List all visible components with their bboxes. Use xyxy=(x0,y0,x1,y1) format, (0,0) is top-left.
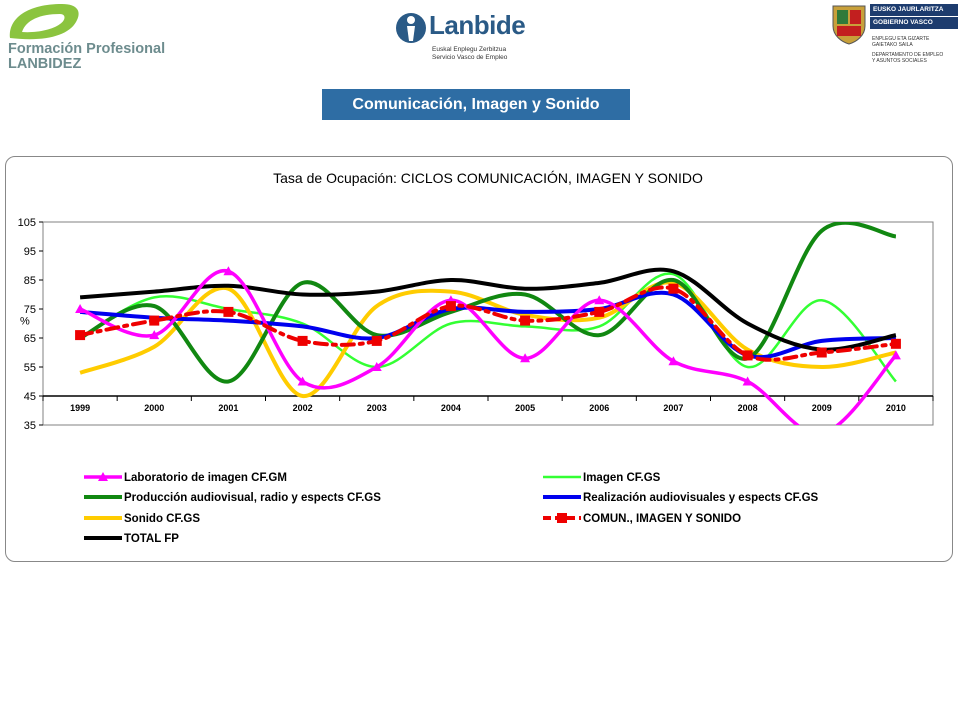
legend-label: Sonido CF.GS xyxy=(124,513,200,525)
series-0-line xyxy=(79,269,898,425)
fp-logo-line1: Formación Profesional xyxy=(8,41,166,57)
section-title-banner: Comunicación, Imagen y Sonido xyxy=(322,89,630,120)
x-tick-label: 2010 xyxy=(886,403,906,413)
series-5-marker xyxy=(371,335,382,346)
legend-item-1: Imagen CF.GS xyxy=(543,472,661,484)
lanbide-sub1: Euskal Enplegu Zerbitzua xyxy=(432,46,507,53)
legend-marker xyxy=(557,513,567,523)
series-0-marker xyxy=(890,350,901,360)
occupancy-rate-chart: Tasa de Ocupación: CICLOS COMUNICACIÓN, … xyxy=(18,170,934,545)
series-6-line xyxy=(79,267,897,352)
series-0-marker xyxy=(520,353,531,363)
x-tick-label: 2003 xyxy=(367,403,387,413)
fp-logo-line2: LANBIDEZ xyxy=(8,56,82,72)
series-5-marker xyxy=(890,338,901,349)
legend-label: Imagen CF.GS xyxy=(583,472,661,484)
series-3-line xyxy=(79,290,896,360)
series-5-marker xyxy=(816,347,827,358)
series-0-marker xyxy=(817,429,827,438)
series-0-marker xyxy=(297,376,308,386)
y-axis-label: % xyxy=(20,316,30,328)
x-tick-label: 2000 xyxy=(144,403,164,413)
series-0-marker xyxy=(75,304,86,313)
series-0-marker xyxy=(223,266,234,276)
series-0-marker xyxy=(742,376,753,386)
x-tick-label: 2009 xyxy=(812,403,832,413)
y-tick-label: 65 xyxy=(24,333,36,345)
series-5-marker xyxy=(520,315,531,326)
x-tick-label: 1999 xyxy=(70,403,90,413)
legend-item-3: Realización audiovisuales y espects CF.G… xyxy=(543,492,819,504)
gv-dept3: DEPARTAMENTO DE EMPLEO xyxy=(872,52,944,58)
legend-item-5: COMUN., IMAGEN Y SONIDO xyxy=(543,513,741,525)
x-tick-label: 2007 xyxy=(663,403,683,413)
legend-item-4: Sonido CF.GS xyxy=(84,513,200,525)
x-tick-label: 2005 xyxy=(515,403,535,413)
series-2-line xyxy=(79,222,897,384)
series-5-marker xyxy=(75,330,86,341)
coat-of-arms-icon xyxy=(832,5,866,45)
gobierno-vasco-logo: EUSKO JAURLARITZA GOBIERNO VASCO ENPLEGU… xyxy=(830,0,958,72)
y-tick-label: 105 xyxy=(18,217,36,229)
x-tick-label: 2001 xyxy=(218,403,238,413)
x-tick-label: 2006 xyxy=(589,403,609,413)
y-tick-label: 45 xyxy=(24,391,36,403)
series-4-line xyxy=(79,280,897,398)
chart-title: Tasa de Ocupación: CICLOS COMUNICACIÓN, … xyxy=(273,170,703,186)
legend-marker xyxy=(98,472,108,481)
y-tick-label: 95 xyxy=(24,246,36,258)
series-5-marker xyxy=(445,301,456,312)
fp-leaf-icon xyxy=(9,4,79,40)
x-tick-label: 2008 xyxy=(738,403,758,413)
gv-dept1: ENPLEGU ETA GIZARTE xyxy=(872,36,930,42)
legend-label: Realización audiovisuales y espects CF.G… xyxy=(583,492,819,504)
series-5-marker xyxy=(668,283,679,294)
series-5-marker xyxy=(742,350,753,361)
series-5-marker xyxy=(223,306,234,317)
legend-item-2: Producción audiovisual, radio y espects … xyxy=(84,492,381,504)
x-tick-label: 2002 xyxy=(293,403,313,413)
lanbide-sub2: Servicio Vasco de Empleo xyxy=(432,54,508,61)
lanbide-emblem-icon xyxy=(396,13,426,43)
series-5-marker xyxy=(594,306,605,317)
gv-dept4: Y ASUNTOS SOCIALES xyxy=(872,58,927,64)
series-0-marker xyxy=(594,295,605,305)
legend-label: Producción audiovisual, radio y espects … xyxy=(124,492,381,504)
y-tick-label: 35 xyxy=(24,420,36,432)
series-5-marker xyxy=(297,335,308,346)
legend-item-0: Laboratorio de imagen CF.GM xyxy=(84,472,287,484)
formacion-profesional-logo: Formación Profesional LANBIDEZ xyxy=(4,2,179,72)
series-0-marker xyxy=(371,362,382,371)
series-5-marker xyxy=(149,315,160,326)
chart-frame: Tasa de Ocupación: CICLOS COMUNICACIÓN, … xyxy=(5,156,953,562)
y-tick-label: 75 xyxy=(24,304,36,316)
gv-dept2: GAIETAKO SAILA xyxy=(872,42,913,48)
lanbide-name: Lanbide xyxy=(429,10,526,40)
gv-line2: GOBIERNO VASCO xyxy=(870,17,958,29)
legend-item-6: TOTAL FP xyxy=(84,533,179,545)
legend-label: Laboratorio de imagen CF.GM xyxy=(124,472,287,484)
x-tick-label: 2004 xyxy=(441,403,461,413)
series-0-marker xyxy=(668,356,679,366)
y-tick-label: 55 xyxy=(24,362,36,374)
lanbide-logo: Lanbide Euskal Enplegu Zerbitzua Servici… xyxy=(395,4,555,64)
legend-label: COMUN., IMAGEN Y SONIDO xyxy=(583,513,741,525)
legend-label: TOTAL FP xyxy=(124,533,179,545)
series-group xyxy=(75,222,901,438)
series-0-marker xyxy=(149,330,160,340)
y-tick-label: 85 xyxy=(24,275,36,287)
gv-line1: EUSKO JAURLARITZA xyxy=(870,4,958,16)
